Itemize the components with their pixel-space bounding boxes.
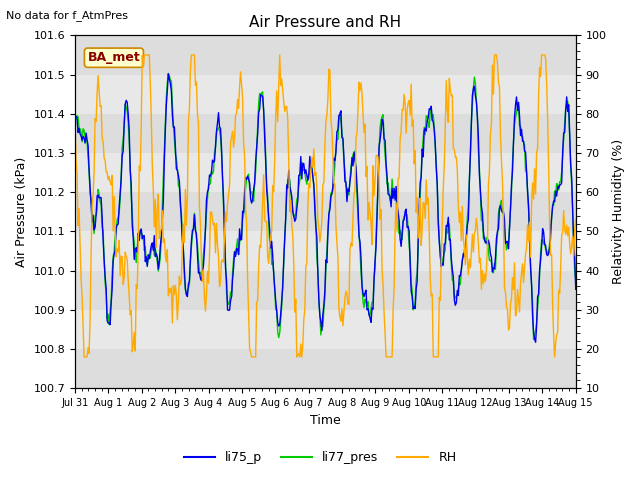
Title: Air Pressure and RH: Air Pressure and RH bbox=[250, 15, 401, 30]
Bar bbox=[75, 114, 576, 153]
Bar bbox=[75, 349, 576, 388]
Y-axis label: Air Pressure (kPa): Air Pressure (kPa) bbox=[15, 156, 28, 267]
Bar bbox=[75, 192, 576, 231]
Text: No data for f_AtmPres: No data for f_AtmPres bbox=[6, 10, 129, 21]
Bar bbox=[75, 74, 576, 329]
Bar bbox=[75, 74, 576, 114]
Bar bbox=[75, 310, 576, 349]
Text: BA_met: BA_met bbox=[88, 51, 140, 64]
Bar bbox=[75, 271, 576, 310]
Legend: li75_p, li77_pres, RH: li75_p, li77_pres, RH bbox=[179, 446, 461, 469]
X-axis label: Time: Time bbox=[310, 414, 340, 427]
Bar bbox=[75, 231, 576, 271]
Y-axis label: Relativity Humidity (%): Relativity Humidity (%) bbox=[612, 139, 625, 284]
Bar bbox=[75, 153, 576, 192]
Bar bbox=[75, 36, 576, 74]
